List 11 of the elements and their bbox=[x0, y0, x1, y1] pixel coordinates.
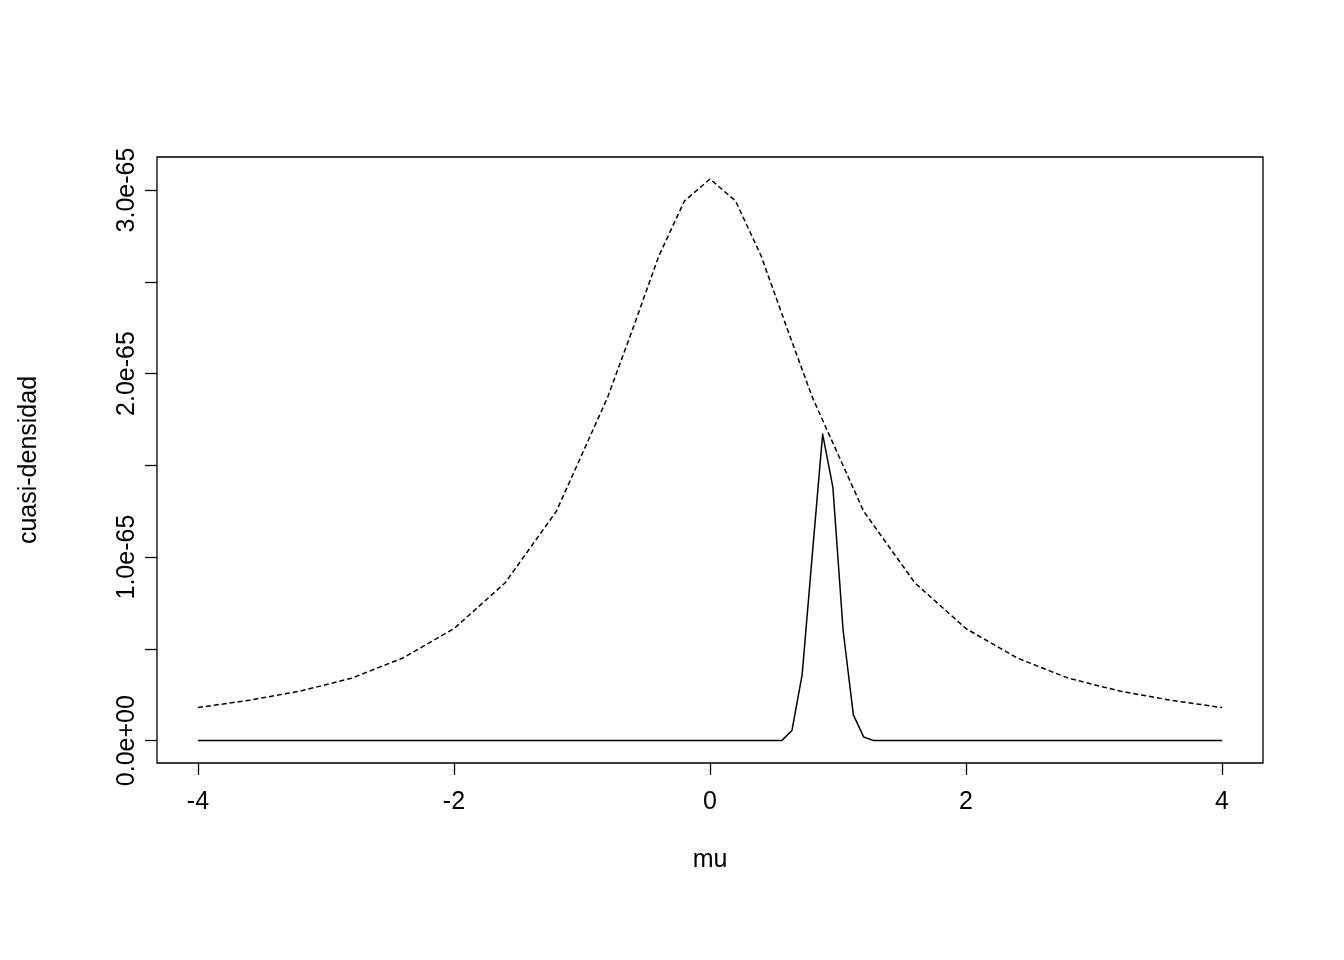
y-tick-label: 3.0e-65 bbox=[110, 147, 139, 233]
x-tick-label: 2 bbox=[959, 785, 973, 814]
y-tick-label: 0.0e+00 bbox=[110, 695, 139, 787]
y-axis-title: cuasi-densidad bbox=[12, 375, 41, 545]
x-tick-label: -2 bbox=[442, 785, 466, 814]
y-tick-label: 2.0e-65 bbox=[110, 331, 139, 416]
y-tick-label: 1.0e-65 bbox=[110, 514, 139, 600]
x-tick-label: 4 bbox=[1215, 785, 1230, 814]
x-tick-label: -4 bbox=[186, 785, 210, 814]
x-tick-label: 0 bbox=[703, 785, 717, 814]
x-axis-title: mu bbox=[692, 843, 728, 872]
